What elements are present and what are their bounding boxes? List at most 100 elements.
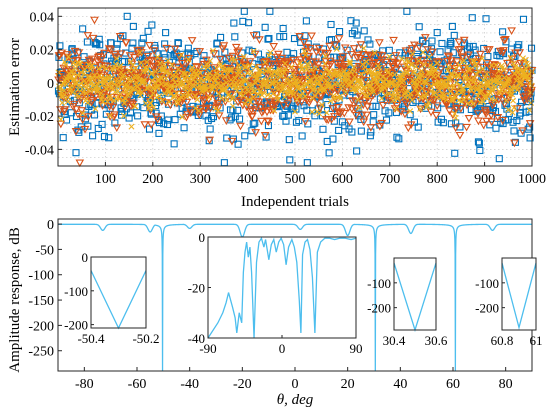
inset-null-2-x-tick-label: 30.4 [383,333,406,348]
point-square [248,127,256,135]
point-triangle [416,105,425,114]
point-x [339,83,346,90]
point-square [292,118,300,126]
point-x [309,108,316,115]
point-triangle [268,60,278,69]
point-x [210,83,217,90]
point-x [424,75,431,82]
point-x [376,64,383,71]
point-square [139,34,147,42]
point-x [321,85,328,92]
point-x [401,94,408,101]
point-square [56,42,64,50]
point-triangle [451,124,461,133]
point-x [148,69,155,76]
point-triangle [428,48,437,57]
point-x [363,58,370,65]
point-triangle [363,103,372,111]
point-x [128,123,135,130]
point-square [234,106,242,114]
point-triangle [187,37,197,45]
point-x [301,93,308,100]
point-x [133,79,140,86]
point-triangle [344,104,353,112]
point-triangle [228,52,238,61]
point-triangle [279,102,288,110]
point-x [498,86,505,93]
point-triangle [205,136,215,145]
point-triangle [402,100,412,109]
point-triangle [295,33,305,41]
point-x [465,82,472,89]
point-triangle [104,45,114,53]
point-x [183,85,190,92]
point-x [203,87,210,94]
point-square [145,125,154,133]
point-x [67,74,74,81]
point-square [351,27,359,35]
point-x [250,94,257,101]
point-triangle [193,64,202,72]
inset-null-3-x-tick-label: 60.8 [491,333,514,348]
point-x [431,89,438,96]
point-square [288,104,296,112]
point-triangle [305,44,315,53]
point-x [232,75,239,82]
point-square [234,140,242,148]
point-x [70,70,77,77]
point-x [367,83,374,90]
point-triangle [337,56,347,64]
point-triangle [196,105,206,114]
point-x [392,106,399,113]
point-x [366,69,373,75]
point-x [282,60,289,67]
point-x [95,65,102,72]
point-x [382,91,389,98]
point-x [77,80,84,87]
point-triangle [259,102,269,110]
bottom-y-tick-label: 0 [47,218,54,233]
point-square [448,22,456,30]
point-x [441,91,448,98]
point-square [348,128,356,136]
point-square [230,19,238,27]
point-triangle [475,50,485,59]
point-x [65,53,72,60]
point-triangle [214,112,224,121]
point-triangle [347,51,356,59]
point-x [130,85,137,92]
top-y-ticks: -0.04 -0.02 0 0.02 0.04 [25,10,62,158]
point-triangle [67,57,77,66]
point-square [191,50,199,58]
point-triangle [414,43,424,51]
point-triangle [456,105,466,113]
point-square [129,22,137,30]
point-triangle [111,53,120,61]
point-x [256,71,263,78]
point-x [476,89,483,96]
point-square [482,15,490,23]
point-triangle [466,91,476,100]
point-x [243,64,250,71]
point-square [338,118,346,126]
point-square [471,46,479,54]
bottom-x-tick-label: 40 [393,377,407,392]
point-triangle [326,88,336,97]
point-triangle [195,48,205,56]
point-square [526,134,534,142]
point-x [276,66,283,73]
point-square [120,58,128,66]
point-x [92,105,99,112]
point-triangle [301,118,310,126]
point-x [409,97,416,104]
point-triangle [192,90,202,99]
point-x [483,94,490,101]
point-x [288,64,295,71]
bottom-y-tick-label: -50 [35,243,54,258]
point-square [284,111,292,119]
point-triangle [56,106,65,114]
point-triangle [75,159,85,168]
point-x [445,63,452,70]
point-x [406,93,413,100]
point-x [506,77,513,84]
